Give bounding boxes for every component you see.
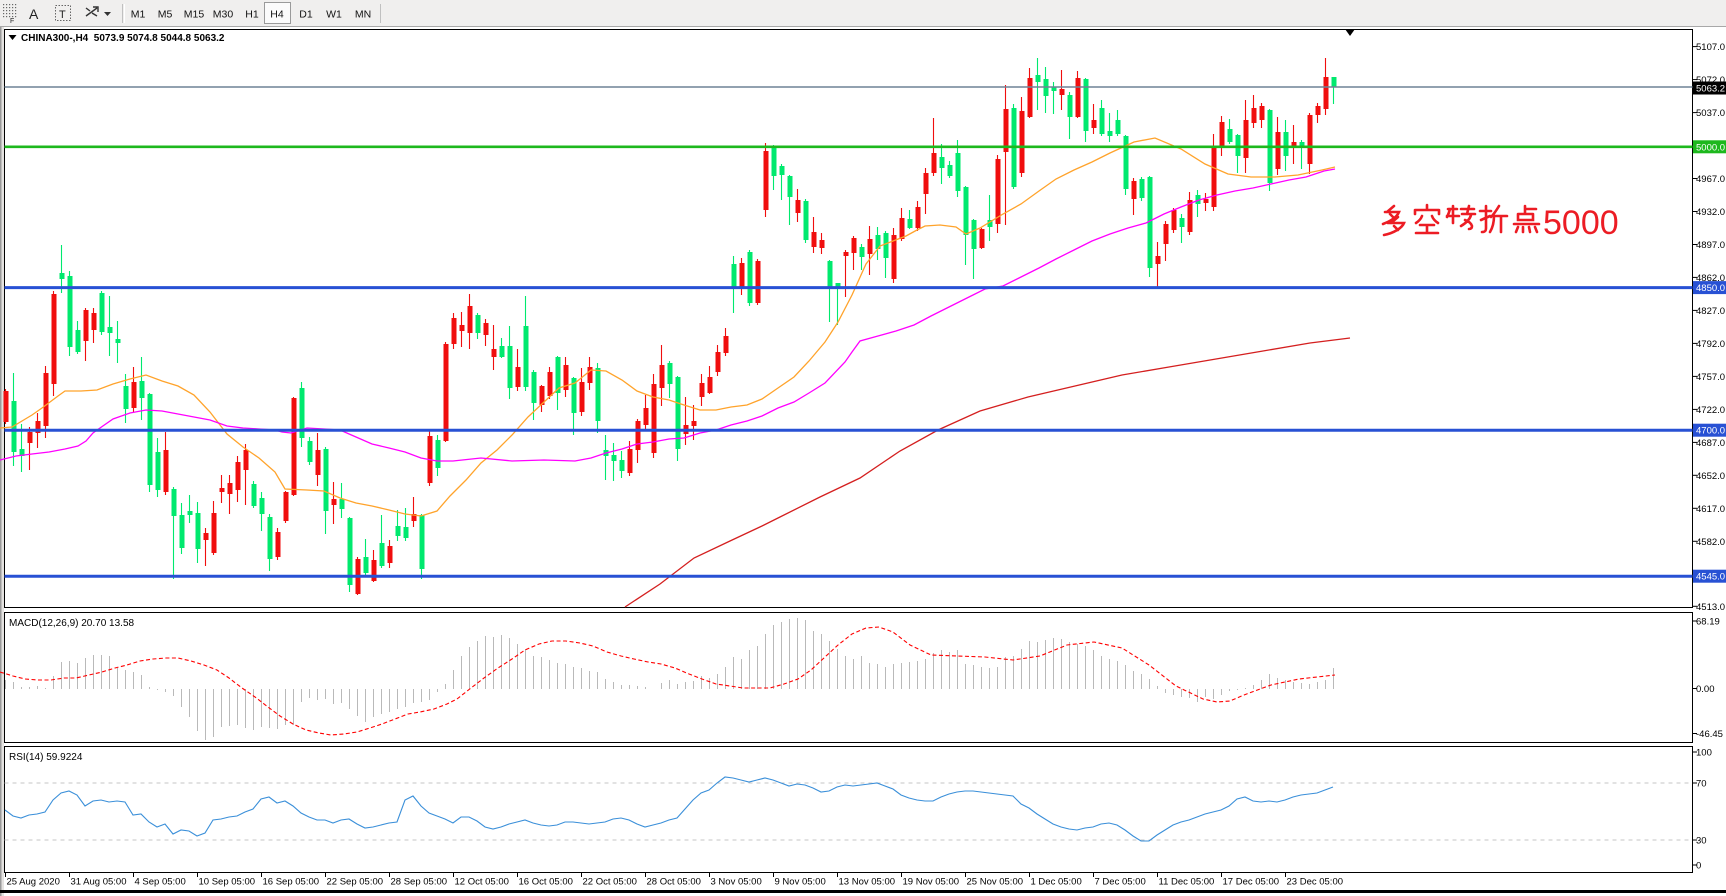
svg-text:4652.0: 4652.0: [1696, 471, 1725, 482]
svg-text:12 Oct 05:00: 12 Oct 05:00: [455, 877, 509, 888]
svg-text:28 Oct 05:00: 28 Oct 05:00: [647, 877, 701, 888]
svg-text:4722.0: 4722.0: [1696, 405, 1725, 416]
svg-text:4617.0: 4617.0: [1696, 504, 1725, 515]
svg-text:5107.0: 5107.0: [1696, 42, 1725, 53]
svg-text:4932.0: 4932.0: [1696, 207, 1725, 218]
svg-text:28 Sep 05:00: 28 Sep 05:00: [391, 877, 448, 888]
svg-text:25 Aug 2020: 25 Aug 2020: [7, 877, 60, 888]
svg-text:23 Dec 05:00: 23 Dec 05:00: [1287, 877, 1344, 888]
svg-text:M5: M5: [158, 9, 173, 21]
svg-text:16 Oct 05:00: 16 Oct 05:00: [519, 877, 573, 888]
svg-text:5037.0: 5037.0: [1696, 108, 1725, 119]
svg-text:4757.0: 4757.0: [1696, 372, 1725, 383]
svg-text:H4: H4: [270, 9, 284, 21]
svg-text:7 Dec 05:00: 7 Dec 05:00: [1095, 877, 1146, 888]
svg-text:CHINA300-,H4 5073.9 5074.8 50: CHINA300-,H4 5073.9 5074.8 5044.8 5063.2: [21, 33, 225, 44]
svg-text:4687.0: 4687.0: [1696, 438, 1725, 449]
svg-text:5063.2: 5063.2: [1696, 84, 1725, 95]
svg-text:4513.0: 4513.0: [1696, 602, 1725, 613]
svg-text:1 Dec 05:00: 1 Dec 05:00: [1031, 877, 1082, 888]
svg-text:9 Nov 05:00: 9 Nov 05:00: [775, 877, 826, 888]
svg-text:5000.0: 5000.0: [1696, 142, 1725, 153]
svg-text:RSI(14) 59.9224: RSI(14) 59.9224: [9, 752, 83, 763]
svg-text:T: T: [59, 9, 66, 21]
svg-text:100: 100: [1696, 748, 1712, 759]
svg-text:4792.0: 4792.0: [1696, 339, 1725, 350]
svg-text:10 Sep 05:00: 10 Sep 05:00: [199, 877, 256, 888]
svg-text:17 Dec 05:00: 17 Dec 05:00: [1223, 877, 1280, 888]
svg-text:H1: H1: [245, 9, 259, 21]
svg-text:11 Dec 05:00: 11 Dec 05:00: [1159, 877, 1215, 888]
svg-text:A: A: [29, 6, 39, 22]
svg-text:4545.0: 4545.0: [1696, 572, 1725, 583]
svg-text:D1: D1: [299, 9, 313, 21]
svg-text:30: 30: [1696, 836, 1707, 847]
svg-text:4850.0: 4850.0: [1696, 283, 1725, 294]
svg-text:M1: M1: [131, 9, 146, 21]
svg-text:4967.0: 4967.0: [1696, 174, 1725, 185]
svg-text:4827.0: 4827.0: [1696, 306, 1725, 317]
svg-text:M30: M30: [213, 9, 234, 21]
svg-text:3 Nov 05:00: 3 Nov 05:00: [711, 877, 762, 888]
svg-text:4897.0: 4897.0: [1696, 240, 1725, 251]
svg-text:16 Sep 05:00: 16 Sep 05:00: [263, 877, 320, 888]
svg-text:22 Sep 05:00: 22 Sep 05:00: [327, 877, 384, 888]
svg-text:68.19: 68.19: [1696, 617, 1720, 628]
svg-text:31 Aug 05:00: 31 Aug 05:00: [71, 877, 127, 888]
svg-text:W1: W1: [326, 9, 342, 21]
svg-text:13 Nov 05:00: 13 Nov 05:00: [839, 877, 896, 888]
svg-text:MACD(12,26,9) 20.70 13.58: MACD(12,26,9) 20.70 13.58: [9, 618, 135, 629]
svg-text:M15: M15: [184, 9, 205, 21]
svg-text:5072.0: 5072.0: [1696, 75, 1725, 86]
svg-text:19 Nov 05:00: 19 Nov 05:00: [903, 877, 960, 888]
svg-text:22 Oct 05:00: 22 Oct 05:00: [583, 877, 637, 888]
svg-text:0.00: 0.00: [1696, 684, 1715, 695]
svg-text:4862.0: 4862.0: [1696, 273, 1725, 284]
svg-text:4700.0: 4700.0: [1696, 426, 1725, 437]
svg-text:MN: MN: [355, 9, 371, 21]
svg-text:5000: 5000: [1543, 204, 1619, 242]
svg-text:4 Sep 05:00: 4 Sep 05:00: [135, 877, 186, 888]
svg-text:70: 70: [1696, 779, 1707, 790]
svg-text:-46.45: -46.45: [1696, 729, 1723, 740]
svg-text:25 Nov 05:00: 25 Nov 05:00: [967, 877, 1024, 888]
svg-text:4582.0: 4582.0: [1696, 537, 1725, 548]
svg-text:F: F: [10, 18, 14, 25]
svg-text:0: 0: [1696, 861, 1701, 872]
